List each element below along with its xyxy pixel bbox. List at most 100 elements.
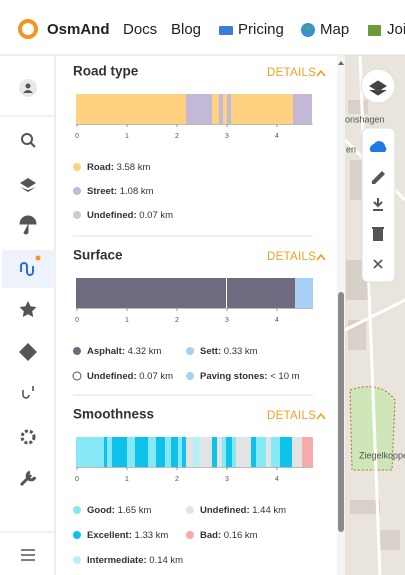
layers-icon [369,80,387,96]
details-button[interactable]: DETAILS [267,410,316,422]
legend-label: Undefined: [87,371,137,382]
bar-segment [226,437,232,467]
nav-link[interactable]: Join [387,21,405,38]
nav-link[interactable]: Docs [123,21,157,38]
legend-label: Excellent: [87,530,132,541]
scroll-thumb[interactable] [338,292,344,532]
legend-dot [72,371,82,381]
bar-segment [107,437,112,467]
my-tracks-button[interactable] [22,386,34,399]
legend-label: Undefined: [87,210,137,221]
cloud-button[interactable] [369,141,387,152]
sidebar [0,79,55,561]
search-button[interactable] [21,133,33,145]
bar-segment [280,437,292,467]
legend-item: Intermediate: 0.14 km [87,555,183,566]
bar-segment [219,94,223,124]
legend-item: Excellent: 1.33 km [87,530,168,541]
tick-label: 3 [225,133,229,140]
nav-link[interactable]: Blog [171,21,201,38]
legend-label: Road: [87,162,114,173]
join-icon [368,25,381,36]
legend-value: 0.33 km [224,346,258,357]
legend-dot [73,347,81,355]
legend-dot [186,531,194,539]
legend-item: Asphalt: 4.32 km [87,346,162,357]
legend-dot [73,506,81,514]
nav-link[interactable]: Pricing [238,21,284,38]
settings-button[interactable] [20,429,36,445]
bar-segment [227,94,231,124]
legend-value: 3.58 km [117,162,151,173]
chevron [316,69,326,77]
tracks-tab[interactable] [2,250,55,288]
legend-label: Paving stones: [200,371,268,382]
legend-value: 0.07 km [139,371,173,382]
bar-segment [293,94,312,124]
map-label: Ziegelkoppe [359,450,405,460]
delete-button[interactable] [372,227,384,241]
bar-segment [236,437,251,467]
details-button[interactable]: DETAILS [267,67,316,79]
legend-dot [73,556,81,564]
close-button[interactable] [373,259,383,269]
bar-segment [148,437,156,467]
tick-label: 2 [175,133,179,140]
layers-nav[interactable] [20,178,36,192]
nav-link[interactable]: Map [320,21,349,38]
bar-segment [178,437,182,467]
legend-label: Good: [87,505,115,516]
legend-item: Road: 3.58 km [87,162,150,173]
bar-segment [212,437,217,467]
legend-item: Street: 1.08 km [87,186,154,197]
details-button[interactable]: DETAILS [267,251,316,263]
favorites-button[interactable] [19,301,37,317]
bar-segment [271,437,280,467]
tick-label: 2 [175,317,179,324]
logo-text[interactable]: OsmAnd [47,21,110,38]
legend-dot [73,163,81,171]
bar-segment [186,94,212,124]
logo-icon[interactable] [18,19,38,39]
bar-segment [76,278,226,308]
bar-segment [231,94,293,124]
legend-item: Sett: 0.33 km [200,346,258,357]
section-title: Surface [73,248,123,263]
bar-segment [200,437,212,467]
legend-dot [186,347,194,355]
legend-value: 1.44 km [252,505,286,516]
download-button[interactable] [373,198,383,211]
bar-segment [302,437,313,467]
bar-segment [156,437,165,467]
edit-button[interactable] [372,171,385,184]
weather-button[interactable] [19,215,37,235]
bar-segment [251,437,256,467]
map-label: onshagen [345,114,385,124]
legend-value: < 10 m [270,371,299,382]
tick-label: 3 [225,317,229,324]
bar-segment [232,437,236,467]
bar-segment [182,437,186,467]
legend-dot [73,531,81,539]
tick-label: 0 [75,317,79,324]
top-nav [0,0,405,55]
tick-label: 4 [275,317,279,324]
bar-segment [292,437,302,467]
bar-segment [256,437,266,467]
legend-dot [186,372,194,380]
navigation-button[interactable] [19,343,37,361]
bar-segment [226,278,227,308]
bar-segment [295,278,313,308]
legend-value: 0.16 km [224,530,258,541]
tools-button[interactable] [19,470,37,487]
bar-segment [266,437,271,467]
legend-item: Good: 1.65 km [87,505,151,516]
bar-segment [112,437,127,467]
menu-button[interactable] [21,549,35,561]
legend-item: Undefined: 0.07 km [87,371,173,382]
chevron [316,412,326,420]
legend-value: 1.08 km [120,186,154,197]
tick-label: 1 [125,133,129,140]
legend-dot [73,187,81,195]
